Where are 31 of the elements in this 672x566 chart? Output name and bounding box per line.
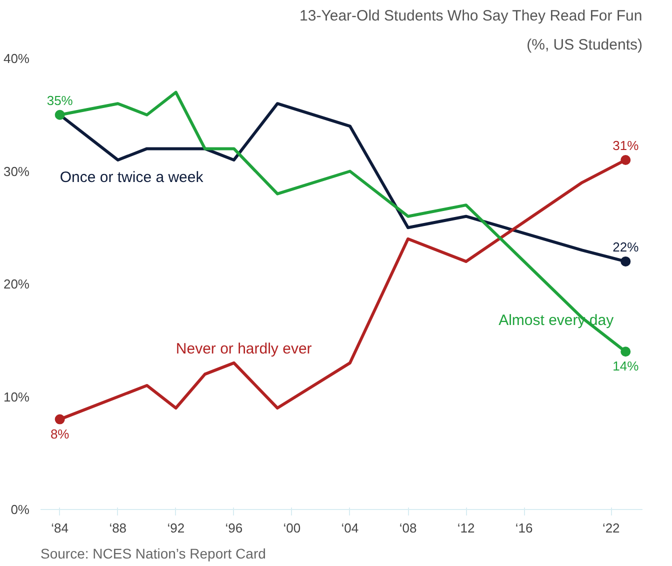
data-label: 35% <box>46 92 74 108</box>
chart-subtitle: (%, US Students) <box>526 36 643 54</box>
x-tick-label: ‘96 <box>225 520 243 536</box>
data-label: 31% <box>612 138 640 153</box>
point <box>54 414 65 424</box>
series-label: Once or twice a week <box>60 168 204 186</box>
series-label: Never or hardly ever <box>176 340 312 358</box>
source-note: Source: NCES Nation’s Report Card <box>40 546 266 562</box>
y-tick-label: 30% <box>3 164 30 179</box>
data-label: 14% <box>612 358 640 374</box>
series-label: Almost every day <box>498 312 614 330</box>
x-tick-label: ‘16 <box>515 520 533 536</box>
x-tick-label: ‘12 <box>457 520 475 536</box>
x-tick-label: ‘88 <box>109 520 127 536</box>
x-tick-label: ‘92 <box>167 520 185 536</box>
data-label: 22% <box>612 239 640 254</box>
x-tick-label: ‘84 <box>51 520 69 536</box>
x-tick-label: ‘00 <box>283 520 301 536</box>
point <box>620 154 631 165</box>
point <box>620 256 631 266</box>
y-tick-label: 40% <box>3 51 30 66</box>
x-tick-label: ‘04 <box>341 520 359 536</box>
y-tick-label: 0% <box>10 502 30 517</box>
x-tick-label: ‘08 <box>399 520 417 536</box>
x-tick-label: ‘22 <box>602 520 620 536</box>
chart-title: 13-Year-Old Students Who Say They Read For Fun <box>300 8 642 24</box>
point <box>54 110 65 120</box>
y-tick-label: 10% <box>3 389 30 404</box>
data-label: 8% <box>50 426 70 442</box>
point <box>620 346 631 357</box>
y-tick-label: 20% <box>3 276 30 292</box>
